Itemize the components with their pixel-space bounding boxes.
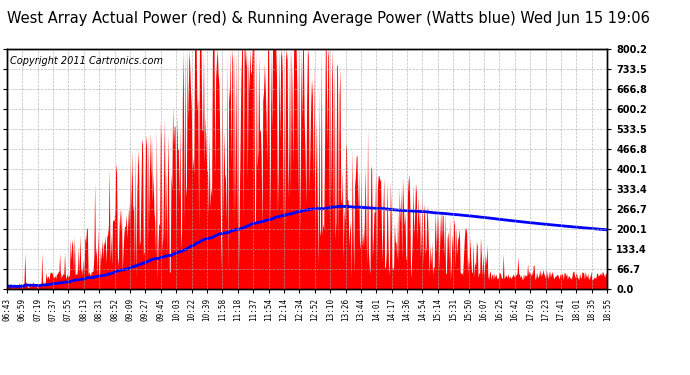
Text: Copyright 2011 Cartronics.com: Copyright 2011 Cartronics.com xyxy=(10,56,163,66)
Text: West Array Actual Power (red) & Running Average Power (Watts blue) Wed Jun 15 19: West Array Actual Power (red) & Running … xyxy=(7,11,650,26)
